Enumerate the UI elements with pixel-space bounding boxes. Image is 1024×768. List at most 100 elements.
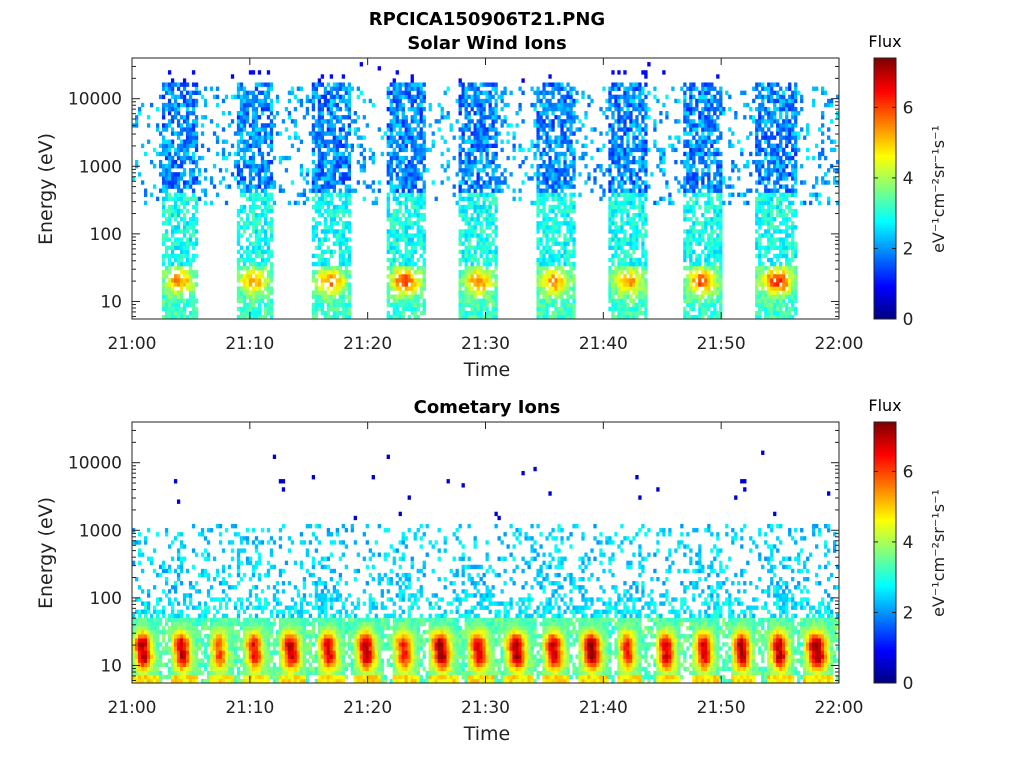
heatmap-cell — [323, 131, 328, 136]
heatmap-cell — [617, 261, 621, 267]
heatmap-cell — [704, 245, 708, 250]
heatmap-cell — [314, 176, 319, 181]
heatmap-cell — [176, 306, 181, 312]
heatmap-cell — [566, 212, 570, 218]
heatmap-cell — [320, 94, 325, 100]
heatmap-cell — [467, 168, 471, 173]
heatmap-cell — [401, 159, 405, 165]
heatmap-cell — [239, 265, 244, 271]
heatmap-cell — [488, 278, 492, 283]
heatmap-cell — [494, 90, 498, 96]
heatmap-cell — [539, 90, 543, 96]
heatmap-cell — [653, 139, 657, 144]
heatmap-cell — [563, 151, 567, 157]
panel1-title: Solar Wind Ions — [407, 33, 566, 54]
heatmap-cell — [137, 172, 142, 177]
heatmap-cell — [410, 278, 414, 283]
heatmap-cell — [545, 261, 549, 267]
heatmap-cell — [566, 249, 570, 255]
heatmap-cell — [257, 184, 262, 189]
heatmap-cell — [392, 78, 396, 83]
heatmap-cell — [698, 155, 702, 161]
heatmap-cell — [263, 282, 268, 287]
heatmap-cell — [698, 306, 702, 312]
heatmap-cell — [170, 225, 175, 230]
heatmap-cell — [569, 159, 573, 165]
heatmap-cell — [686, 217, 690, 222]
heatmap-cell — [254, 127, 259, 132]
heatmap-cell — [635, 314, 639, 320]
heatmap-cell — [548, 147, 552, 153]
heatmap-cell — [344, 102, 348, 108]
heatmap-cell — [566, 168, 570, 173]
heatmap-cell — [710, 282, 714, 287]
heatmap-cell — [632, 147, 636, 153]
heatmap-cell — [422, 204, 426, 210]
heatmap-cell — [242, 180, 247, 185]
heatmap-cell — [704, 159, 708, 165]
heatmap-cell — [260, 257, 265, 263]
heatmap-cell — [317, 111, 322, 116]
heatmap-cell — [707, 98, 711, 104]
heatmap-cell — [254, 294, 259, 299]
heatmap-cell — [461, 123, 465, 128]
heatmap-cell — [533, 155, 537, 161]
heatmap-cell — [617, 314, 621, 320]
heatmap-cell — [329, 86, 334, 91]
heatmap-cell — [317, 257, 322, 263]
heatmap-cell — [251, 196, 256, 202]
heatmap-cell — [185, 245, 190, 250]
heatmap-cell — [317, 237, 322, 242]
heatmap-cell — [209, 176, 214, 181]
heatmap-cell — [371, 155, 375, 161]
heatmap-cell — [485, 208, 489, 214]
heatmap-cell — [464, 98, 468, 104]
heatmap-cell — [635, 192, 639, 197]
heatmap-cell — [719, 164, 723, 169]
heatmap-cell — [545, 184, 549, 189]
heatmap-cell — [269, 270, 274, 275]
heatmap-cell — [422, 192, 426, 197]
heatmap-cell — [257, 172, 262, 177]
heatmap-cell — [392, 245, 396, 250]
heatmap-cell — [566, 135, 570, 140]
heatmap-cell — [323, 176, 328, 181]
heatmap-cell — [557, 98, 561, 104]
heatmap-cell — [581, 155, 585, 161]
heatmap-cell — [311, 106, 316, 112]
heatmap-cell — [269, 233, 274, 238]
heatmap-cell — [386, 286, 390, 291]
heatmap-cell — [476, 159, 480, 165]
heatmap-cell — [326, 270, 331, 275]
heatmap-cell — [419, 265, 423, 271]
heatmap-cell — [701, 212, 705, 218]
heatmap-cell — [173, 306, 178, 312]
heatmap-cell — [416, 278, 420, 283]
heatmap-cell — [629, 233, 633, 238]
heatmap-cell — [176, 241, 181, 246]
heatmap-cell — [344, 188, 348, 193]
heatmap-cell — [401, 302, 405, 308]
heatmap-cell — [389, 233, 393, 238]
heatmap-cell — [266, 302, 271, 308]
heatmap-cell — [545, 196, 549, 202]
heatmap-cell — [185, 115, 190, 120]
heatmap-cell — [719, 265, 723, 271]
heatmap-cell — [701, 302, 705, 308]
heatmap-cell — [713, 217, 717, 222]
heatmap-cell — [431, 139, 435, 144]
heatmap-cell — [491, 82, 495, 87]
heatmap-cell — [269, 82, 274, 87]
heatmap-cell — [464, 106, 468, 112]
heatmap-cell — [320, 164, 325, 169]
heatmap-cell — [464, 127, 468, 132]
heatmap-cell — [302, 188, 307, 193]
heatmap-cell — [269, 139, 274, 144]
heatmap-cell — [746, 164, 750, 169]
heatmap-cell — [305, 168, 310, 173]
heatmap-cell — [317, 135, 322, 140]
heatmap-cell — [563, 306, 567, 312]
heatmap-cell — [413, 245, 417, 250]
heatmap-cell — [620, 212, 624, 218]
heatmap-cell — [416, 302, 420, 308]
